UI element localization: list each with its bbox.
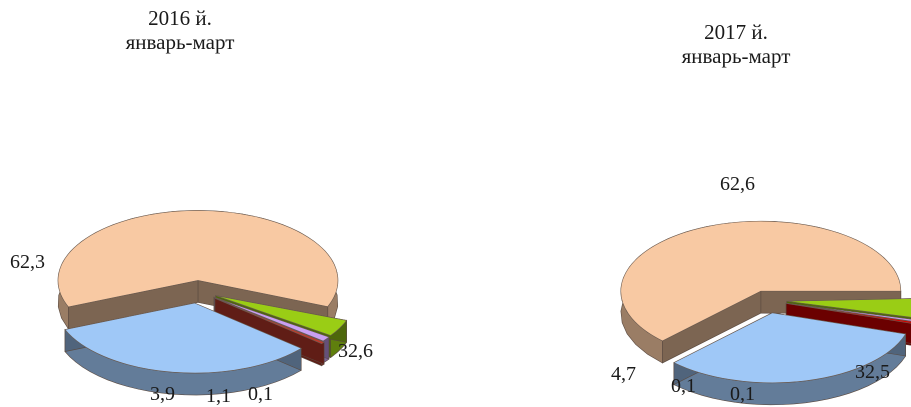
slice-top xyxy=(786,302,911,322)
chart-title: 2017 й. xyxy=(704,20,768,44)
chart-title: 2016 й. xyxy=(148,6,212,30)
pie-svg-2017: 62,6 32,5 0,1 0,1 4,7 xyxy=(611,173,911,406)
slice-top xyxy=(213,296,330,342)
pie-svg-2016: 62,3 32,6 0,1 1,1 3,9 xyxy=(10,210,373,407)
data-label: 4,7 xyxy=(611,363,636,385)
data-label: 3,9 xyxy=(150,383,175,405)
data-label: 62,6 xyxy=(720,173,755,195)
data-label: 32,5 xyxy=(855,361,890,383)
data-label: 1,1 xyxy=(206,385,231,407)
chart-title-2016: 2016 й. январь-март xyxy=(110,6,250,54)
chart-subtitle: январь-март xyxy=(125,30,235,54)
pie-chart-2017: 2017 й. январь-март 62,6 32,5 0,1 0,1 4,7 xyxy=(455,0,911,407)
pie-chart-2016: 2016 й. январь-март 62,3 32,6 0,1 1,1 3,9 xyxy=(0,0,420,407)
data-label: 0,1 xyxy=(248,383,273,405)
pie-slice xyxy=(64,302,302,396)
slice-top xyxy=(214,298,325,345)
slice-top xyxy=(64,302,302,374)
data-label: 0,1 xyxy=(730,383,755,405)
pie-slice xyxy=(57,210,339,330)
data-label: 32,6 xyxy=(338,340,373,362)
slice-top xyxy=(620,220,902,342)
data-label: 62,3 xyxy=(10,251,45,273)
slice-top xyxy=(786,298,911,318)
pie-slice xyxy=(673,312,907,406)
chart-subtitle: январь-март xyxy=(681,44,791,68)
slice-top xyxy=(786,303,911,324)
slice-top xyxy=(673,312,907,384)
slice-top xyxy=(215,295,348,336)
chart-title-2017: 2017 й. январь-март xyxy=(666,20,806,68)
data-label: 0,1 xyxy=(671,375,696,397)
slice-top xyxy=(57,210,339,308)
